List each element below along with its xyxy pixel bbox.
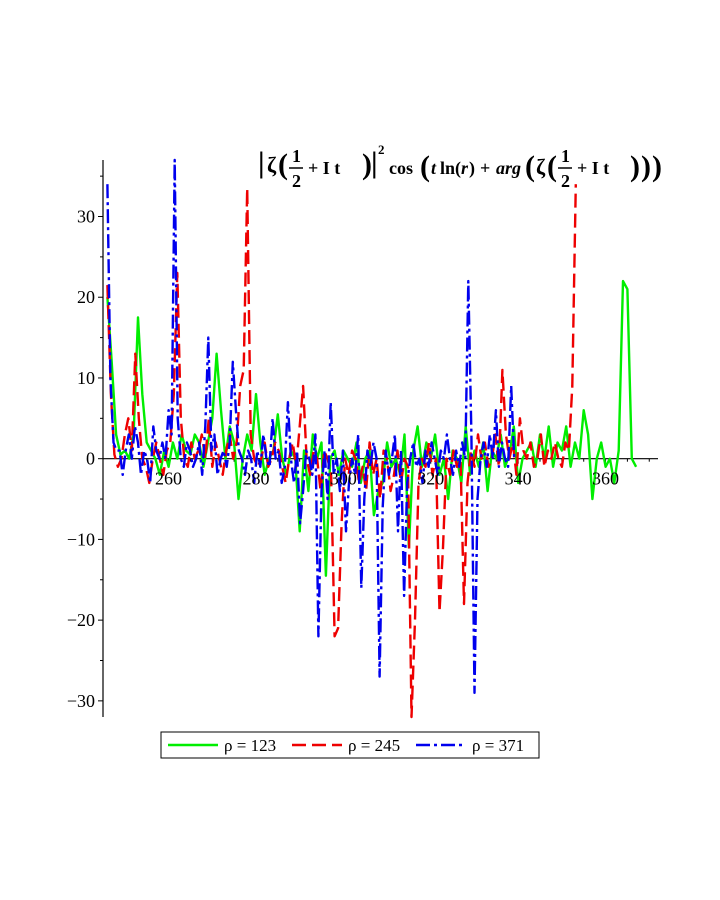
title-lparen-4: ( [547, 150, 557, 183]
title-r: r [461, 158, 469, 178]
legend-label-1: ρ = 123 [224, 736, 276, 755]
title-plus: + [480, 158, 490, 178]
title-exponent: 2 [378, 142, 385, 157]
title-rparen-1: ) [362, 148, 372, 181]
tick-labels: −30 −20 −10 0 10 20 30 260 280 300 320 340 360 [67, 207, 619, 711]
x-tick-label: 360 [592, 469, 619, 489]
title-lparen-1: ( [278, 148, 288, 181]
title-abs-open: | [258, 146, 265, 179]
title-plus-it-1: + I t [308, 158, 340, 178]
title-zeta: ζ [267, 152, 277, 177]
title-frac-num-1: 1 [292, 146, 301, 166]
title-frac-den-1: 2 [292, 171, 301, 191]
x-tick-label: 340 [505, 469, 532, 489]
legend-box [160, 731, 540, 759]
series-line-3 [106, 158, 516, 694]
title-lparen-ln: ( [455, 158, 461, 179]
y-tick-label: 20 [77, 287, 95, 307]
title-rparen-ln: ) [469, 158, 475, 179]
title-t: t [431, 158, 437, 178]
y-tick-label: 10 [77, 368, 95, 388]
title-frac-den-2: 2 [561, 171, 570, 191]
legend-label-3: ρ = 371 [472, 736, 524, 755]
y-tick-label: −10 [67, 529, 95, 549]
title-frac-num-2: 1 [561, 146, 570, 166]
series-layer [106, 158, 638, 719]
title-rparen-3: ) [641, 150, 651, 183]
y-tick-label: −20 [67, 610, 95, 630]
y-tick-label: 0 [86, 449, 95, 469]
title-ln: ln [440, 158, 455, 178]
title-zeta-2: ζ [536, 154, 546, 179]
x-tick-label: 320 [417, 469, 444, 489]
y-tick-label: −30 [67, 691, 95, 711]
series-line-1 [106, 279, 638, 577]
title-lparen-3: ( [525, 150, 535, 183]
y-tick-label: 30 [77, 207, 95, 227]
x-tick-label: 260 [155, 469, 182, 489]
x-tick-label: 300 [330, 469, 357, 489]
title-rparen-2: ) [652, 150, 662, 183]
title-arg: arg [496, 158, 521, 178]
title-lparen-2: ( [420, 150, 430, 183]
legend: ρ = 123 ρ = 245 ρ = 371 [160, 731, 540, 759]
legend-label-2: ρ = 245 [348, 736, 400, 755]
title-rparen-4: ) [630, 150, 640, 183]
title-cos: cos [389, 158, 413, 178]
title-abs-close: | [371, 146, 378, 179]
title-plus-it-2: + I t [577, 158, 609, 178]
x-tick-label: 280 [242, 469, 269, 489]
chart-title: | ζ ( 1 2 + I t ) | 2 cos ( t ln ( r ) +… [258, 142, 662, 191]
